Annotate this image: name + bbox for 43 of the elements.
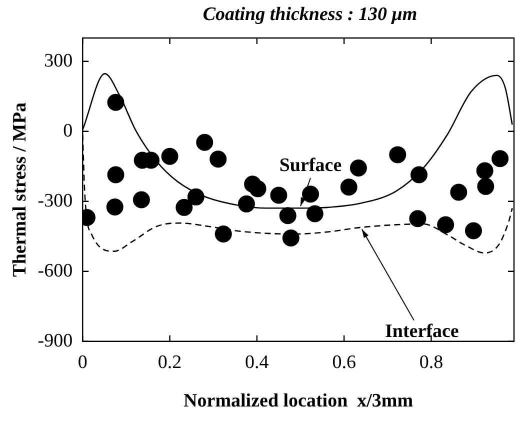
point	[350, 159, 367, 176]
point	[409, 210, 426, 228]
point	[270, 186, 288, 204]
point	[389, 146, 406, 164]
point	[249, 180, 266, 198]
x-tick-label: 0.8	[419, 352, 444, 373]
point	[279, 207, 296, 224]
x-tick-label: 0.6	[332, 352, 356, 373]
point	[214, 226, 232, 243]
point	[477, 178, 494, 195]
point	[464, 222, 482, 240]
point	[437, 216, 454, 234]
point	[476, 162, 494, 180]
point	[410, 166, 428, 184]
point	[340, 178, 358, 196]
point	[107, 166, 124, 184]
point	[492, 150, 509, 168]
point	[107, 94, 124, 111]
point	[187, 188, 204, 206]
point	[132, 191, 150, 208]
y-axis-title: Thermal stress / MPa	[9, 102, 30, 277]
chart-title: Coating thickness : 130 μm	[202, 4, 418, 26]
x-tick-label: 0.4	[245, 352, 270, 373]
point	[106, 198, 124, 216]
point	[302, 186, 320, 203]
point	[161, 148, 178, 165]
y-tick-label: -600	[38, 260, 73, 282]
point	[450, 184, 468, 201]
y-tick-label: -300	[38, 190, 73, 212]
y-tick-label: 300	[44, 50, 73, 72]
series-label: Surface	[279, 155, 342, 176]
x-tick-label: 0	[78, 352, 88, 373]
point	[306, 205, 324, 222]
point	[238, 195, 255, 212]
y-tick-label: -900	[38, 330, 73, 352]
y-tick-label: 0	[63, 120, 73, 142]
point	[196, 134, 214, 151]
x-axis-title: Normalized location x/3mm	[184, 390, 414, 412]
point	[210, 150, 227, 168]
point	[282, 230, 300, 247]
point	[176, 198, 193, 216]
text: Interface	[385, 321, 459, 342]
x-tick-label: 0.2	[158, 352, 182, 373]
